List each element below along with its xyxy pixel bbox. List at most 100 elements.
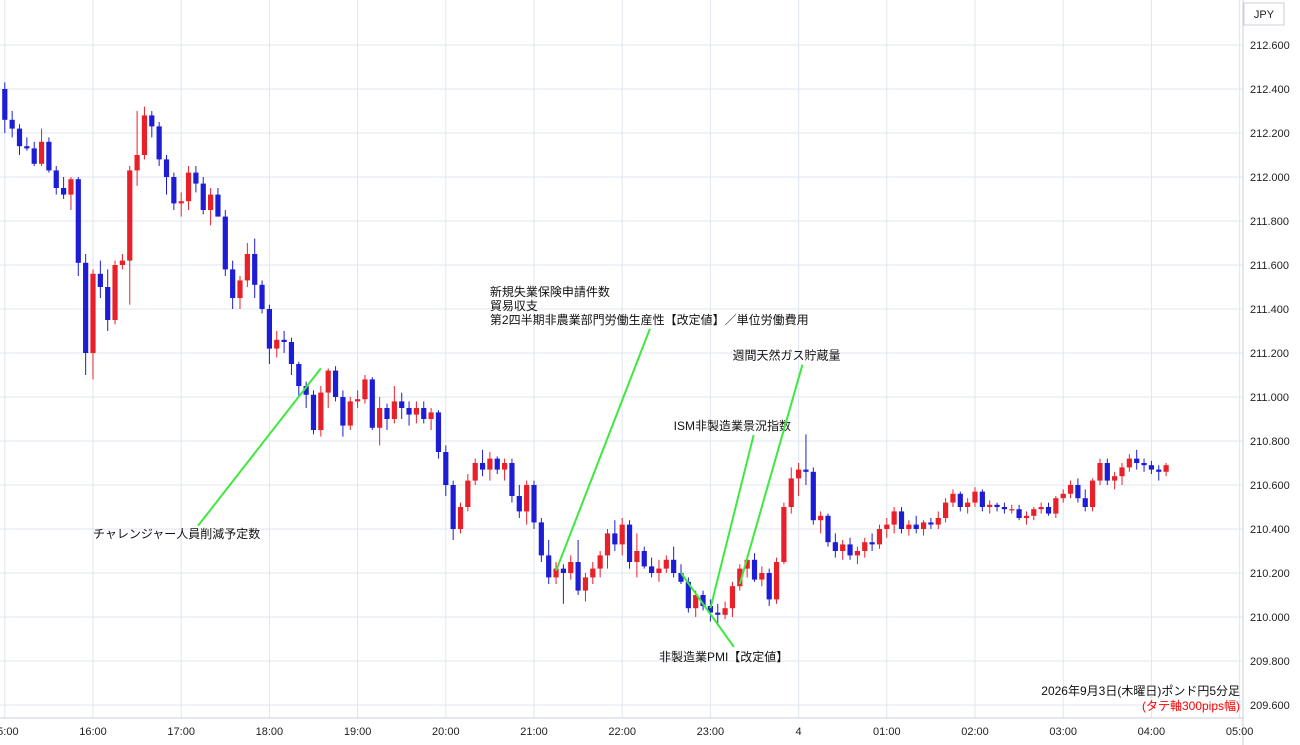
candle — [626, 520, 633, 569]
candle-body — [68, 179, 74, 195]
candle — [913, 515, 919, 534]
candle-body — [943, 502, 949, 518]
y-tick-label: 211.400 — [1250, 304, 1289, 316]
annotation-text: 新規失業保険申請件数 — [490, 284, 610, 299]
candle-body — [898, 511, 905, 529]
candle-body — [693, 595, 699, 609]
grid — [0, 0, 1243, 718]
candle — [553, 562, 559, 584]
candle-body — [112, 265, 118, 320]
candle — [1156, 465, 1162, 481]
candle-body — [796, 469, 802, 479]
candle — [810, 467, 816, 525]
candles — [2, 82, 1169, 626]
candle-body — [524, 485, 530, 512]
candle-body — [575, 562, 581, 591]
y-tick-label: 210.200 — [1250, 568, 1290, 580]
candle — [237, 276, 243, 309]
candle-body — [340, 397, 346, 426]
candle-body — [729, 586, 736, 609]
candle-body — [1134, 458, 1140, 463]
candle — [965, 498, 971, 514]
candle-body — [1163, 465, 1169, 472]
candle-body — [965, 502, 971, 507]
candle-body — [590, 568, 596, 578]
candle-body — [1141, 463, 1147, 466]
candle-body — [310, 394, 317, 430]
y-tick-label: 212.600 — [1250, 40, 1290, 52]
candle-body — [97, 273, 103, 287]
event-annotation: ISM非製造業景況指数 — [674, 418, 791, 609]
candle-body — [884, 524, 890, 529]
candle — [1104, 458, 1110, 485]
candle-body — [597, 555, 603, 569]
candle-body — [266, 309, 272, 349]
candle — [288, 337, 295, 375]
candle — [950, 489, 956, 507]
currency-box[interactable] — [1243, 2, 1285, 26]
candle-body — [531, 485, 537, 523]
y-tick-label: 211.800 — [1250, 216, 1289, 228]
candle — [656, 559, 662, 582]
candle — [597, 551, 603, 578]
candle-body — [347, 401, 353, 426]
candle-body — [90, 273, 96, 353]
candle-body — [582, 577, 589, 591]
candle — [590, 562, 596, 584]
candle — [479, 449, 486, 477]
candle — [399, 392, 405, 419]
x-tick-label: 23:00 — [697, 726, 725, 738]
candle — [259, 280, 265, 314]
x-tick-label: 01:00 — [873, 726, 901, 738]
candle-body — [274, 339, 280, 349]
candle-body — [141, 115, 148, 155]
candle — [112, 260, 118, 325]
candle — [891, 507, 897, 534]
x-tick-label: 17:00 — [167, 726, 195, 738]
candle — [200, 177, 206, 215]
candle — [524, 480, 530, 525]
candle — [847, 537, 853, 560]
candle-body — [1031, 509, 1037, 516]
candle-body — [178, 201, 184, 204]
candle-body — [1075, 485, 1081, 499]
candle-body — [421, 408, 427, 419]
candle-body — [377, 408, 383, 428]
candle-body — [16, 128, 23, 147]
candle-body — [443, 452, 449, 485]
candle-body — [149, 115, 155, 127]
candle-body — [950, 493, 956, 503]
candle-body — [1082, 498, 1088, 507]
candle — [53, 166, 59, 195]
event-annotation: 週間天然ガス貯蔵量 — [732, 348, 840, 585]
candle — [68, 177, 74, 210]
x-tick-label: 21:00 — [520, 726, 548, 738]
annotation-text: 週間天然ガス貯蔵量 — [732, 348, 840, 363]
candle — [435, 410, 442, 459]
candle — [310, 390, 317, 435]
candle — [61, 177, 67, 199]
candle-body — [737, 568, 743, 587]
y-tick-label: 210.600 — [1250, 480, 1290, 492]
candle — [355, 390, 361, 408]
candle-body — [384, 408, 390, 419]
candle — [619, 518, 625, 556]
candle — [1067, 480, 1074, 499]
candle — [1023, 511, 1030, 525]
candle-body — [876, 529, 883, 545]
candle — [369, 377, 375, 430]
candle-body — [31, 148, 37, 164]
candle-body — [208, 194, 214, 210]
candle — [16, 124, 23, 155]
candle-body — [538, 522, 544, 556]
candle-body — [832, 542, 838, 551]
candle — [869, 533, 875, 551]
candle — [707, 599, 713, 622]
candle — [796, 463, 802, 496]
candle-body — [332, 370, 339, 397]
candle — [700, 590, 706, 611]
y-tick-label: 212.200 — [1250, 128, 1290, 140]
candle — [832, 533, 838, 558]
candle — [759, 566, 765, 587]
